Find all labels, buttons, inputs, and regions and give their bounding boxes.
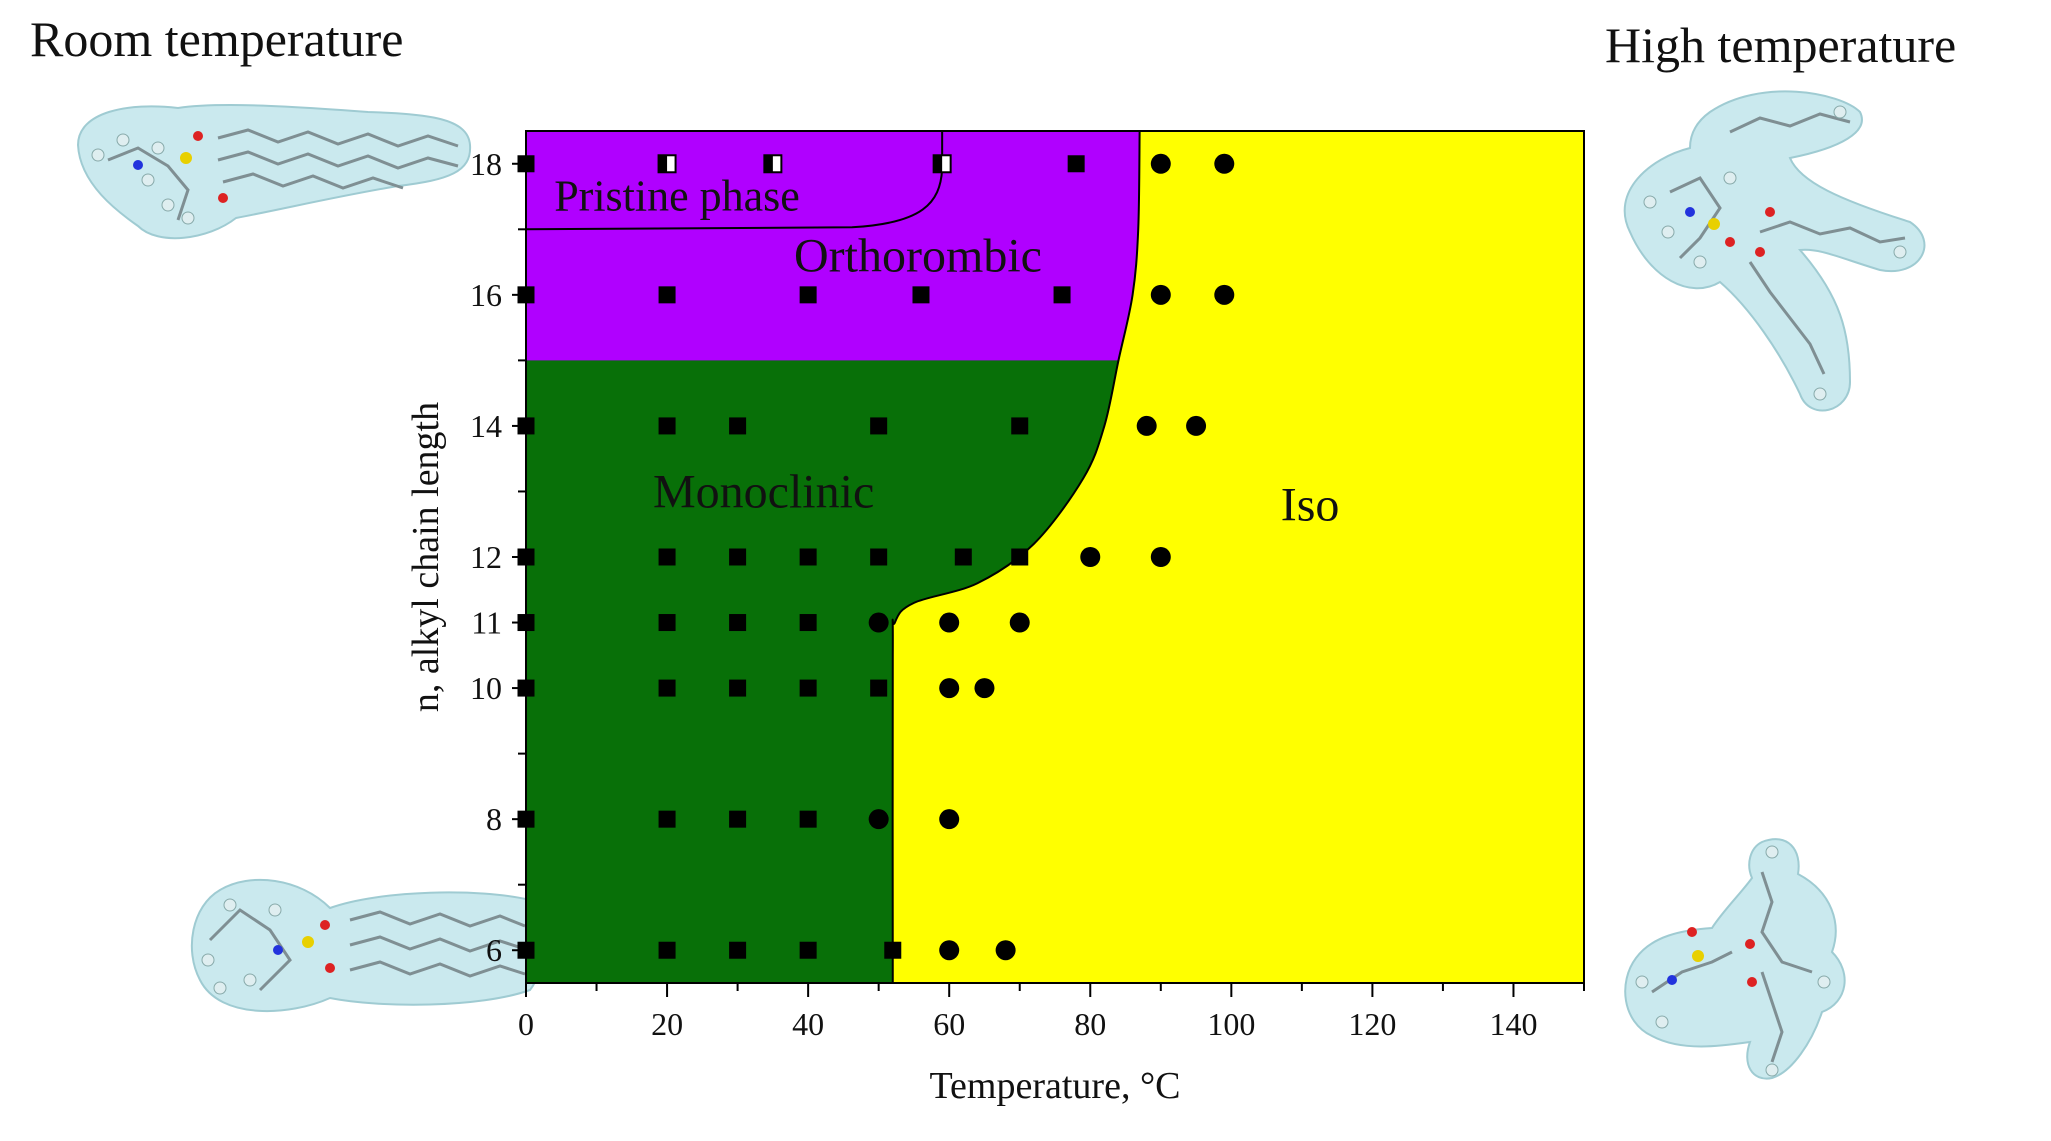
x-tick-label: 140 bbox=[1489, 1006, 1537, 1042]
x-tick-label: 20 bbox=[651, 1006, 683, 1042]
data-point-square bbox=[729, 679, 747, 697]
data-point-circle bbox=[868, 809, 889, 830]
data-point-square bbox=[799, 941, 817, 959]
data-point-square bbox=[799, 286, 817, 304]
data-point-square bbox=[729, 614, 747, 632]
data-point-square bbox=[658, 810, 676, 828]
data-point-square bbox=[1053, 286, 1071, 304]
region-label-orthorhombic: Orthorombic bbox=[794, 230, 1042, 283]
data-point-circle bbox=[939, 809, 960, 830]
data-point-circle bbox=[939, 612, 960, 633]
data-point-circle bbox=[1080, 547, 1101, 567]
region-orthorhombic bbox=[526, 131, 1140, 361]
phase-boundary-line bbox=[891, 130, 1141, 984]
data-point-square bbox=[729, 548, 747, 566]
data-point-circle bbox=[1150, 547, 1171, 567]
data-point-half-square bbox=[657, 154, 677, 174]
data-point-half-square bbox=[763, 154, 783, 174]
high-temperature-label: High temperature bbox=[1605, 17, 1957, 73]
data-point-circle bbox=[1214, 153, 1235, 174]
y-tick-label: 8 bbox=[486, 801, 502, 837]
region-label-monoclinic: Monoclinic bbox=[653, 465, 874, 518]
y-tick-label: 16 bbox=[470, 277, 502, 313]
data-point-square bbox=[799, 548, 817, 566]
data-point-square bbox=[912, 286, 930, 304]
x-tick-label: 120 bbox=[1348, 1006, 1396, 1042]
data-point-circle bbox=[1150, 153, 1171, 174]
data-point-square bbox=[799, 614, 817, 632]
data-point-square bbox=[1011, 548, 1029, 566]
data-point-square bbox=[729, 941, 747, 959]
data-point-circle bbox=[1150, 284, 1171, 305]
data-point-circle bbox=[1136, 415, 1157, 436]
region-label-iso: Iso bbox=[1281, 479, 1340, 532]
data-point-square bbox=[870, 548, 888, 566]
data-point-square bbox=[1011, 417, 1029, 435]
molecule-model-icon bbox=[1624, 838, 1846, 1080]
y-tick-label: 11 bbox=[471, 605, 502, 641]
data-point-square bbox=[658, 679, 676, 697]
data-point-circle bbox=[1009, 612, 1030, 633]
data-point-square bbox=[658, 417, 676, 435]
data-point-circle bbox=[939, 940, 960, 961]
x-tick-label: 0 bbox=[518, 1006, 534, 1042]
data-point-circle bbox=[974, 678, 995, 699]
data-point-square bbox=[658, 286, 676, 304]
y-tick-label: 6 bbox=[486, 932, 502, 968]
y-tick-label: 14 bbox=[470, 408, 502, 444]
molecule-model-icon bbox=[1623, 90, 1926, 412]
x-axis-title: Temperature, °C bbox=[930, 1065, 1181, 1107]
data-point-square bbox=[658, 941, 676, 959]
y-tick-label: 12 bbox=[470, 539, 502, 575]
region-label-pristine: Pristine phase bbox=[554, 172, 800, 221]
y-axis-title: n, alkyl chain length bbox=[405, 402, 447, 712]
data-point-half-square bbox=[932, 154, 952, 174]
data-point-circle bbox=[939, 678, 960, 699]
data-point-square bbox=[658, 548, 676, 566]
molecule-model-icon bbox=[76, 104, 472, 240]
data-point-square bbox=[799, 810, 817, 828]
molecule-model-icon bbox=[190, 879, 544, 1013]
x-tick-label: 60 bbox=[933, 1006, 965, 1042]
data-point-square bbox=[658, 614, 676, 632]
data-point-square bbox=[884, 941, 902, 959]
room-temperature-label: Room temperature bbox=[30, 11, 404, 67]
data-point-square bbox=[1067, 155, 1085, 173]
data-point-circle bbox=[995, 940, 1016, 961]
x-tick-label: 80 bbox=[1074, 1006, 1106, 1042]
data-point-circle bbox=[1214, 284, 1235, 305]
data-point-square bbox=[870, 417, 888, 435]
pristine-boundary-line bbox=[525, 131, 944, 231]
data-point-circle bbox=[1186, 415, 1207, 436]
data-point-square bbox=[954, 548, 972, 566]
data-point-circle bbox=[868, 612, 889, 633]
x-tick-label: 100 bbox=[1207, 1006, 1255, 1042]
data-point-square bbox=[870, 679, 888, 697]
x-tick-label: 40 bbox=[792, 1006, 824, 1042]
data-point-square bbox=[729, 417, 747, 435]
y-tick-label: 18 bbox=[470, 146, 502, 182]
data-point-square bbox=[729, 810, 747, 828]
data-point-square bbox=[799, 679, 817, 697]
y-tick-label: 10 bbox=[470, 670, 502, 706]
